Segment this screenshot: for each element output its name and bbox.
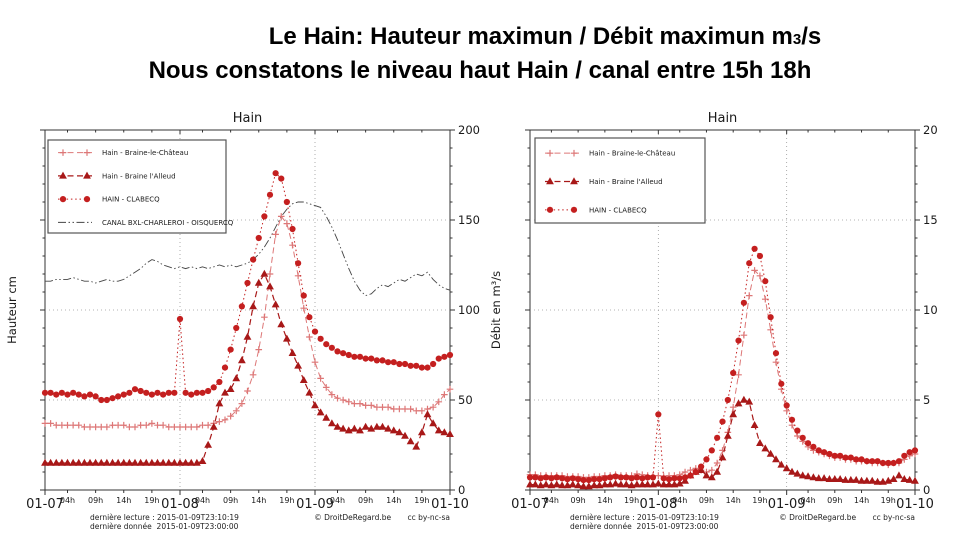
x-tick-major-label: 01-09 bbox=[296, 497, 334, 510]
x-tick-minor-label: 09h bbox=[223, 496, 238, 505]
x-tick-minor-label: 09h bbox=[358, 496, 373, 505]
x-tick-major-label: 01-10 bbox=[431, 497, 469, 510]
x-tick-major-label: 01-10 bbox=[896, 497, 934, 510]
copyright-text: © DroitDeRegard.be bbox=[314, 513, 392, 522]
x-tick-minor-label: 14h bbox=[386, 496, 401, 505]
x-tick-minor-label: 09h bbox=[827, 496, 842, 505]
x-tick-minor-label: 04h bbox=[800, 496, 815, 505]
last-reading-text: dernière lecture : 2015-01-09T23:10:19 bbox=[570, 513, 719, 522]
legend: Hain - Braine-le-Château Hain - Braine l'… bbox=[47, 139, 234, 234]
y-tick-label: 100 bbox=[458, 303, 480, 317]
y-tick-label: 0 bbox=[923, 483, 930, 497]
title-line1-sub3: 3 bbox=[792, 31, 802, 48]
legend-label: Hain - Braine l'Alleud bbox=[589, 178, 663, 186]
chart-title: Hain bbox=[708, 111, 738, 126]
axes: 0 50 100 150 200 01-07 01-08 01-09 01-10 04h 09h 14… bbox=[26, 123, 480, 512]
y-axis-label: Débit en m³/s bbox=[489, 271, 503, 349]
x-tick-major-label: 01-08 bbox=[161, 497, 199, 510]
x-tick-major-label: 01-09 bbox=[768, 497, 806, 510]
y-tick-label: 10 bbox=[923, 303, 938, 317]
chart-panel-debit: 0 5 10 15 20 01-07 01-08 01-09 01-10 04h 09h 14h 19h… bbox=[480, 105, 960, 540]
page-title: Le Hain: Hauteur maximun / Débit maximun… bbox=[0, 22, 960, 86]
x-tick-minor-label: 19h bbox=[144, 496, 159, 505]
x-tick-minor-label: 14h bbox=[116, 496, 131, 505]
legend-label: HAIN - CLABECQ bbox=[102, 196, 160, 204]
x-tick-minor-label: 04h bbox=[60, 496, 75, 505]
y-tick-label: 15 bbox=[923, 213, 938, 227]
title-line1-text: Le Hain: Hauteur maximun / Débit maximun… bbox=[268, 23, 793, 50]
legend-label: CANAL BXL-CHARLEROI - OISQUERCQ bbox=[102, 219, 234, 227]
chart-debit-svg: 0 5 10 15 20 01-07 01-08 01-09 01-10 04h 09h 14h 19h… bbox=[489, 111, 938, 512]
license-text: cc by-nc-sa bbox=[407, 513, 451, 522]
chart-root: 0 5 10 15 20 01-07 01-08 01-09 01-10 04h 09h 14h 19h… bbox=[489, 111, 938, 512]
chart-root: 0 50 100 150 200 01-07 01-08 01-09 01-10 04h 09h 14… bbox=[5, 111, 480, 512]
x-tick-minor-label: 14h bbox=[726, 496, 741, 505]
y-tick-label: 0 bbox=[458, 483, 465, 497]
x-tick-minor-label: 19h bbox=[624, 496, 639, 505]
series-hain-clabecq bbox=[41, 170, 454, 404]
last-reading-text: dernière lecture : 2015-01-09T23:10:19 bbox=[90, 513, 239, 522]
x-tick-minor-label: 14h bbox=[854, 496, 869, 505]
series-braine-le-chateau bbox=[41, 213, 454, 431]
x-tick-major-label: 01-08 bbox=[639, 497, 677, 510]
legend: Hain - Braine-le-Château Hain - Braine l'… bbox=[534, 137, 706, 224]
axes: 0 5 10 15 20 01-07 01-08 01-09 01-10 04h 09h 14h 19h… bbox=[511, 123, 938, 512]
title-line-1: Le Hain: Hauteur maximun / Débit maximun… bbox=[0, 22, 960, 55]
series-braine-l-alleud bbox=[41, 269, 454, 466]
legend-label: Hain - Braine-le-Château bbox=[589, 150, 675, 158]
y-tick-label: 200 bbox=[458, 123, 480, 137]
copyright-text: © DroitDeRegard.be bbox=[779, 513, 857, 522]
title-line1-tail: /s bbox=[801, 23, 822, 50]
last-data-text: dernière donnée 2015-01-09T23:00:00 bbox=[570, 522, 719, 531]
y-tick-label: 150 bbox=[458, 213, 480, 227]
x-tick-minor-label: 04h bbox=[672, 496, 687, 505]
chart-footer-left: dernière lecture : 2015-01-09T23:10:19 d… bbox=[90, 513, 450, 531]
x-tick-minor-label: 09h bbox=[88, 496, 103, 505]
chart-footer-right: dernière lecture : 2015-01-09T23:10:19 d… bbox=[570, 513, 915, 531]
x-tick-minor-label: 19h bbox=[279, 496, 294, 505]
x-tick-minor-label: 14h bbox=[251, 496, 266, 505]
x-tick-minor-label: 19h bbox=[414, 496, 429, 505]
series-hain-clabecq bbox=[526, 245, 919, 484]
legend-label: HAIN - CLABECQ bbox=[589, 206, 647, 214]
x-tick-minor-label: 19h bbox=[752, 496, 767, 505]
x-tick-minor-label: 09h bbox=[571, 496, 586, 505]
x-tick-major-label: 01-07 bbox=[511, 497, 549, 510]
x-tick-minor-label: 04h bbox=[330, 496, 345, 505]
y-tick-label: 5 bbox=[923, 393, 930, 407]
x-tick-minor-label: 19h bbox=[881, 496, 896, 505]
series-braine-l-alleud bbox=[526, 395, 919, 490]
y-axis-label: Hauteur cm bbox=[5, 276, 19, 344]
legend-label: Hain - Braine-le-Château bbox=[102, 149, 188, 157]
y-tick-label: 50 bbox=[458, 393, 473, 407]
x-tick-minor-label: 09h bbox=[699, 496, 714, 505]
chart-title: Hain bbox=[233, 111, 263, 126]
y-tick-label: 20 bbox=[923, 123, 938, 137]
x-tick-major-label: 01-07 bbox=[26, 497, 64, 510]
legend-label: Hain - Braine l'Alleud bbox=[102, 172, 176, 180]
chart-hauteur-svg: 0 50 100 150 200 01-07 01-08 01-09 01-10 04h 09h 14… bbox=[5, 111, 480, 512]
chart-panel-hauteur: 0 50 100 150 200 01-07 01-08 01-09 01-10 04h 09h 14… bbox=[0, 105, 480, 540]
x-tick-minor-label: 14h bbox=[597, 496, 612, 505]
x-tick-minor-label: 04h bbox=[544, 496, 559, 505]
last-data-text: dernière donnée 2015-01-09T23:00:00 bbox=[90, 522, 239, 531]
x-tick-minor-label: 04h bbox=[195, 496, 210, 505]
license-text: cc by-nc-sa bbox=[872, 513, 916, 522]
title-line-2: Nous constatons le niveau haut Hain / ca… bbox=[148, 57, 812, 84]
